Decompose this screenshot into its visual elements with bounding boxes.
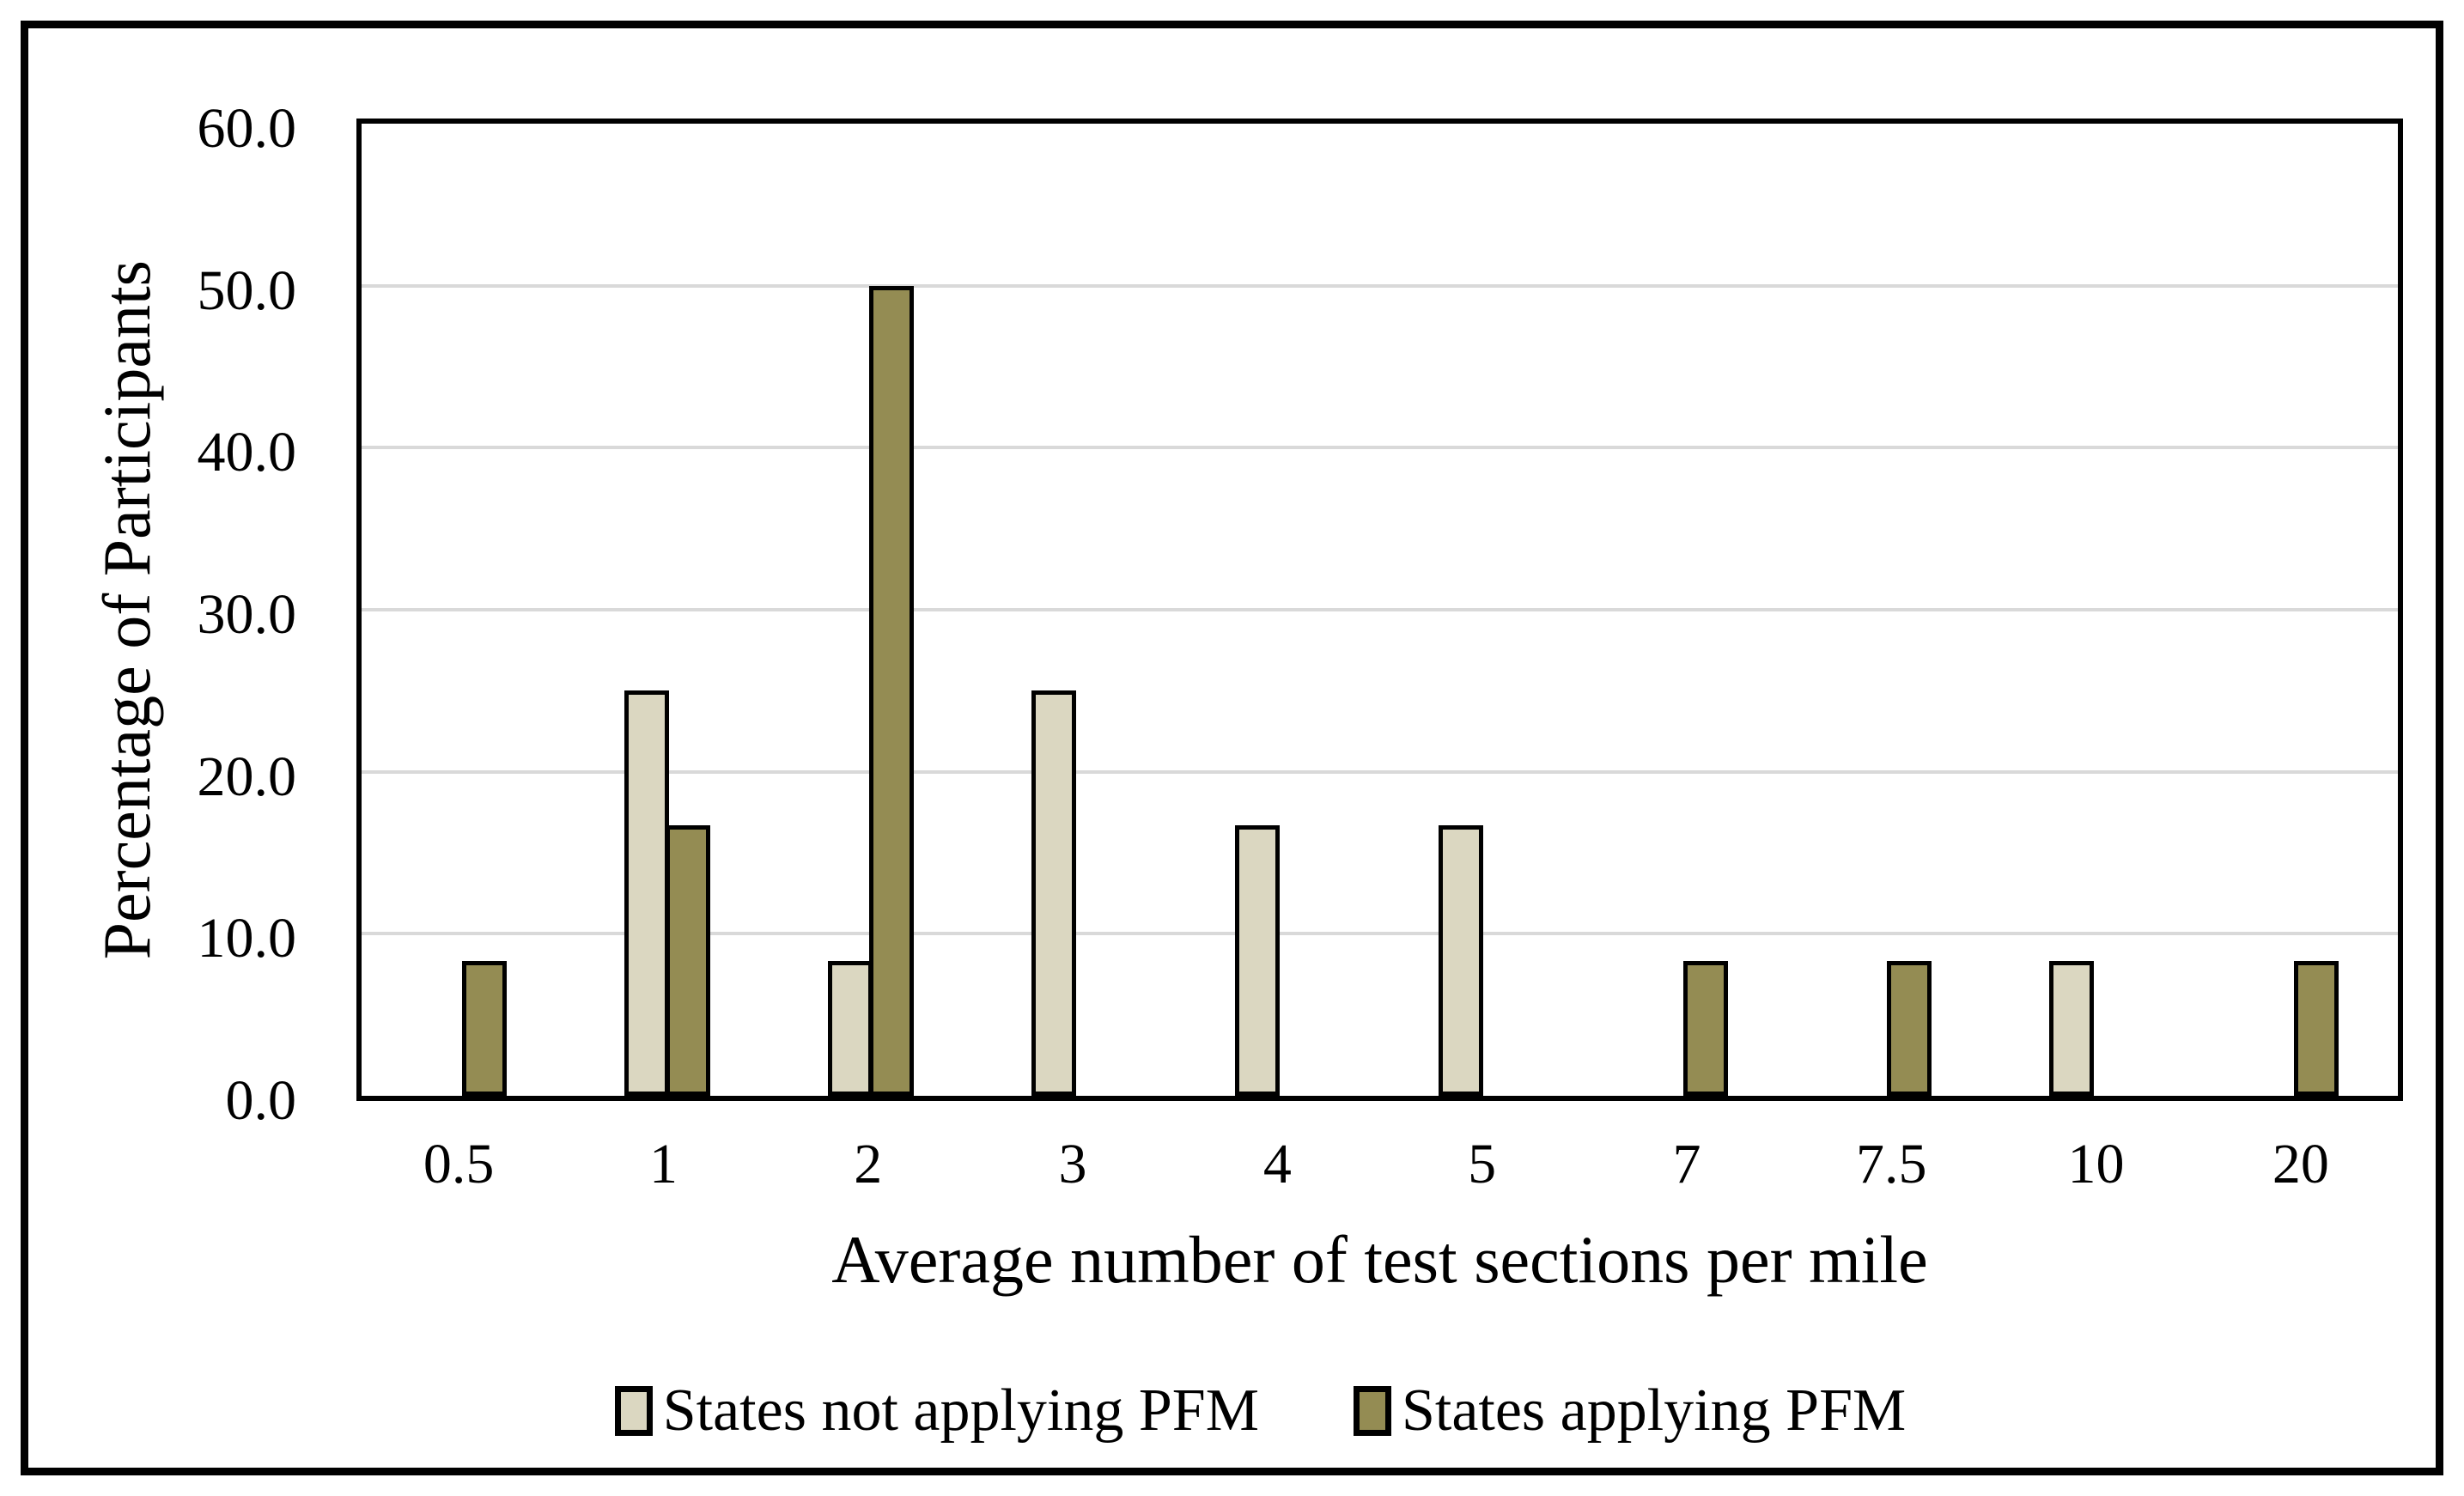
bar-not-applying-5 <box>1439 825 1483 1096</box>
x-tick-label: 1 <box>648 1133 678 1195</box>
x-tick-label: 0.5 <box>423 1133 495 1195</box>
bar-not-applying-2 <box>828 961 873 1096</box>
gridline <box>362 608 2398 611</box>
bar-not-applying-3 <box>1031 690 1076 1096</box>
y-tick-label: 60.0 <box>197 97 297 160</box>
legend-label: States applying PFM <box>1401 1377 1907 1444</box>
legend-item-applying-pfm: States applying PFM <box>1353 1377 1907 1445</box>
x-tick-label: 7 <box>1672 1133 1701 1195</box>
x-tick-label: 3 <box>1058 1133 1087 1195</box>
plot-area <box>356 119 2403 1101</box>
bar-applying-1 <box>666 825 710 1096</box>
bar-applying-0.5 <box>462 961 507 1096</box>
legend: States not applying PFM States applying P… <box>28 1361 2464 1461</box>
y-tick-label: 30.0 <box>197 583 297 646</box>
legend-label: States not applying PFM <box>662 1377 1259 1444</box>
legend-swatch-icon <box>614 1386 653 1436</box>
bar-not-applying-10 <box>2049 961 2094 1096</box>
gridline <box>362 283 2398 288</box>
legend-item-not-applying-pfm: States not applying PFM <box>614 1377 1259 1445</box>
gridline <box>362 446 2398 450</box>
x-tick-label: 10 <box>2067 1133 2125 1195</box>
y-tick-label: 50.0 <box>197 258 297 322</box>
y-tick-label: 20.0 <box>197 745 297 808</box>
bar-not-applying-1 <box>624 690 669 1096</box>
bar-not-applying-4 <box>1235 825 1280 1096</box>
bar-applying-2 <box>869 286 914 1096</box>
x-tick-label: 4 <box>1262 1133 1292 1195</box>
y-tick-label: 40.0 <box>197 421 297 484</box>
legend-swatch-icon <box>1353 1386 1391 1436</box>
bar-applying-7 <box>1683 961 1728 1096</box>
figure-border: Percentage of Participants 0.0 10.0 20.0 30… <box>21 21 2443 1475</box>
x-tick-label: 5 <box>1468 1133 1497 1195</box>
y-tick-label: 10.0 <box>197 907 297 970</box>
y-tick-label: 0.0 <box>225 1069 297 1132</box>
gridline <box>362 932 2398 936</box>
gridline <box>362 769 2398 774</box>
bar-applying-7.5 <box>1887 961 1932 1096</box>
x-axis-tick-labels: 0.5 1 2 3 4 5 7 7.5 10 20 <box>356 1130 2403 1207</box>
x-axis-title: Average number of test sections per mile <box>831 1222 1928 1297</box>
x-tick-label: 2 <box>854 1133 883 1195</box>
y-axis-tick-labels: 0.0 10.0 20.0 30.0 40.0 50.0 60.0 <box>28 100 320 1129</box>
x-tick-label: 7.5 <box>1856 1133 1927 1195</box>
bar-applying-20 <box>2294 961 2339 1096</box>
x-tick-label: 20 <box>2272 1133 2329 1195</box>
